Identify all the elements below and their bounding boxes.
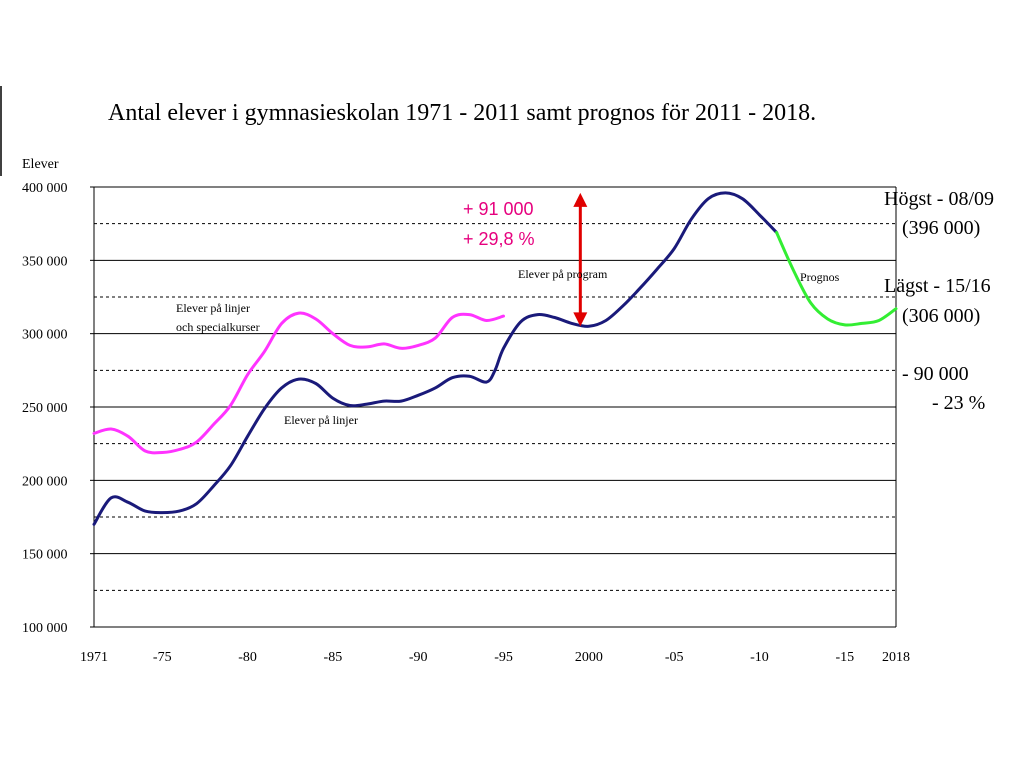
highest-value: (396 000) bbox=[902, 217, 980, 239]
x-tick-label: -90 bbox=[409, 650, 428, 665]
slide-edge-line bbox=[0, 86, 2, 176]
x-tick-label: -15 bbox=[835, 650, 854, 665]
y-tick-label: 200 000 bbox=[22, 474, 68, 489]
y-tick-label: 250 000 bbox=[22, 401, 68, 416]
y-tick-label: 350 000 bbox=[22, 254, 68, 269]
y-tick-label: 100 000 bbox=[22, 621, 68, 636]
x-tick-label: 2018 bbox=[882, 650, 910, 665]
x-tick-label: -85 bbox=[324, 650, 343, 665]
x-tick-label: -95 bbox=[494, 650, 513, 665]
grid-lines bbox=[93, 186, 897, 628]
y-axis-label: Elever bbox=[22, 157, 59, 172]
pink-series-label-line1: Elever på linjer bbox=[176, 301, 250, 315]
x-tick-label: 2000 bbox=[575, 650, 603, 665]
pink-series-label-line2: och specialkurser bbox=[176, 320, 260, 334]
y-tick-label: 400 000 bbox=[22, 181, 68, 196]
axis-ticks: 100 000 150 000 200 000 250 000 300 000 350 0… bbox=[22, 181, 910, 665]
decrease-percent-label: - 23 % bbox=[932, 392, 985, 414]
arrow-head-down bbox=[573, 312, 588, 327]
forecast-series-label: Prognos bbox=[800, 270, 840, 284]
navy-series-label: Elever på linjer bbox=[284, 413, 358, 427]
x-tick-label: 1971 bbox=[80, 650, 108, 665]
series-lines bbox=[92, 191, 898, 526]
x-tick-label: -05 bbox=[665, 650, 684, 665]
lowest-value: (306 000) bbox=[902, 305, 980, 327]
x-tick-label: -75 bbox=[153, 650, 172, 665]
chart-title: Antal elever i gymnasieskolan 1971 - 201… bbox=[108, 100, 817, 126]
series-line-prognos bbox=[775, 231, 898, 327]
highest-label: Högst - 08/09 bbox=[884, 188, 994, 210]
y-tick-label: 300 000 bbox=[22, 328, 68, 343]
lowest-label: Lägst - 15/16 bbox=[884, 275, 991, 297]
increase-percent-label: + 29,8 % bbox=[463, 229, 535, 249]
difference-arrow bbox=[573, 192, 588, 327]
increase-absolute-label: + 91 000 bbox=[463, 199, 534, 219]
arrow-head-up bbox=[573, 192, 588, 207]
program-series-label: Elever på program bbox=[518, 267, 608, 281]
x-tick-label: -10 bbox=[750, 650, 769, 665]
series-line-linjer-och-specialkurser bbox=[92, 311, 505, 455]
series-line-linjer-och-program bbox=[92, 191, 779, 526]
x-tick-label: -80 bbox=[238, 650, 257, 665]
y-tick-label: 150 000 bbox=[22, 548, 68, 563]
decrease-absolute-label: - 90 000 bbox=[902, 363, 969, 385]
